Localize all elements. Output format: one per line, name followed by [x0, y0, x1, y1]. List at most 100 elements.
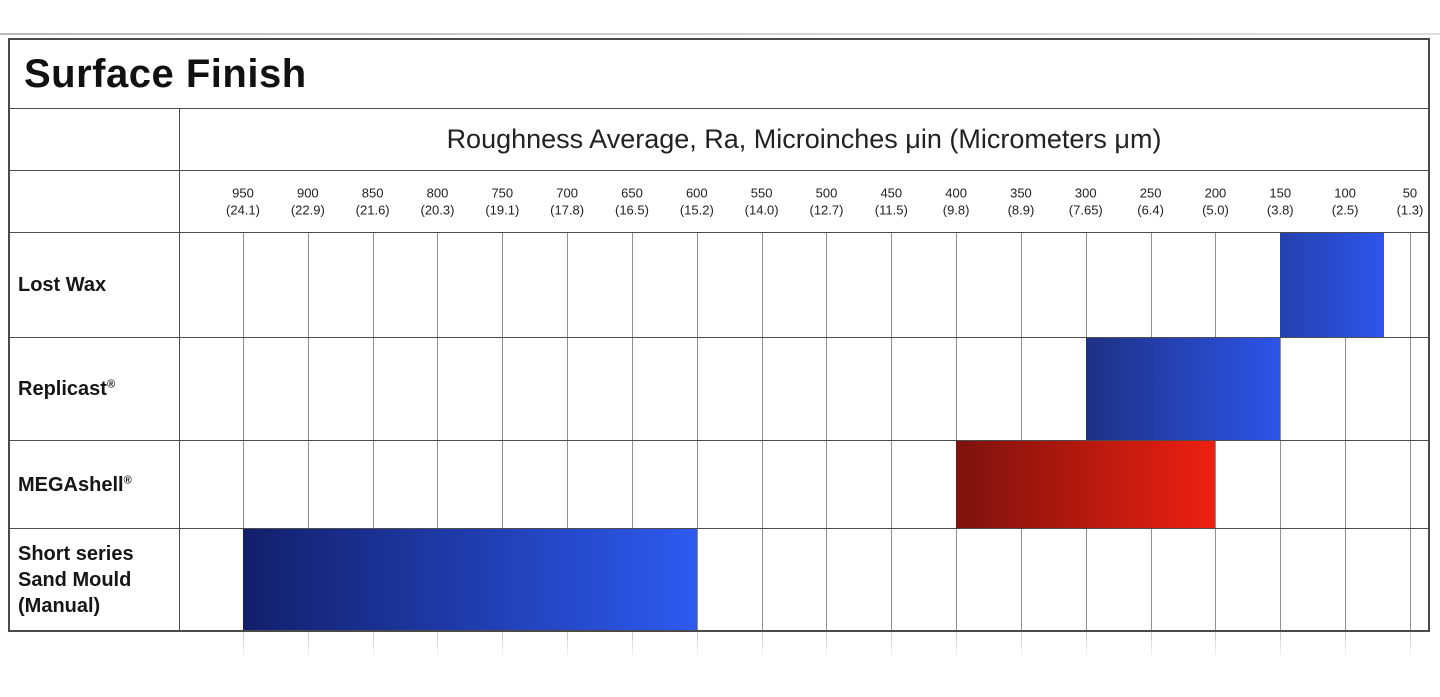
tick-label-100: 100 (2.5): [1331, 184, 1359, 218]
gridline: [891, 441, 893, 528]
gridline: [696, 529, 698, 630]
gridline: [891, 338, 893, 440]
gridline: [1280, 441, 1282, 528]
tick-label-700: 700 (17.8): [550, 184, 585, 218]
gridline: [826, 338, 828, 440]
row-label: Replicast®: [18, 378, 116, 400]
range-bar: [956, 441, 1216, 528]
tick-label-600: 600 (15.2): [679, 184, 714, 218]
gridline: [891, 529, 893, 630]
range-bar: [1280, 233, 1384, 337]
gridline: [437, 441, 439, 528]
tick-label-450: 450 (11.5): [874, 184, 908, 218]
gridline: [826, 529, 828, 630]
gridline: [243, 338, 244, 440]
gridline: [956, 529, 958, 630]
row-plot-area: [180, 338, 1428, 440]
gridline: [696, 233, 698, 337]
gridline-stub: [372, 632, 374, 659]
gridline: [1345, 529, 1347, 630]
tick-label-350: 350 (8.9): [1007, 184, 1035, 218]
gridline-stub: [1085, 632, 1087, 659]
gridline: [307, 338, 309, 440]
header-label-cell: [10, 109, 180, 170]
tick-label-50: 50 (1.3): [1396, 184, 1424, 218]
gridline-stub: [1020, 632, 1022, 659]
ticks-row: 950 (24.1) 900 (22.9) 850 (21.6) 800 (20.3) 750(…: [10, 170, 1428, 232]
gridline: [1150, 233, 1152, 337]
gridline-stub: [826, 632, 828, 659]
gridline: [502, 233, 504, 337]
gridline: [696, 441, 698, 528]
range-bar: [1085, 338, 1281, 440]
chart-title: Surface Finish: [24, 51, 307, 96]
data-row: Lost Wax: [10, 232, 1428, 337]
tick-label-300: 300 (7.65): [1068, 184, 1103, 218]
axis-header-row: Roughness Average, Ra, Microinches μin (…: [10, 108, 1428, 170]
row-label-cell: MEGAshell®: [10, 441, 180, 528]
axis-title-cell: Roughness Average, Ra, Microinches μin (…: [180, 109, 1428, 170]
registered-mark: ®: [106, 378, 116, 391]
row-label: Lost Wax: [18, 274, 107, 296]
gridline: [826, 233, 828, 337]
gridline-stub: [891, 632, 893, 659]
range-bar: [243, 529, 697, 630]
gridline: [1020, 233, 1022, 337]
tick-label-800: 800 (20.3): [420, 184, 455, 218]
gridline: [696, 338, 698, 440]
gridline: [567, 441, 569, 528]
gridline-stub: [1409, 632, 1411, 659]
gridline: [761, 338, 763, 440]
gridline-stub: [1150, 632, 1152, 659]
gridline: [502, 338, 504, 440]
row-plot-area: [180, 441, 1428, 528]
row-label: MEGAshell®: [18, 473, 132, 496]
tick-label-500: 500 (12.7): [809, 184, 844, 218]
gridline: [956, 233, 958, 337]
gridline: [372, 338, 374, 440]
chart-body: Lost Wax Replicast® MEGAshell® Short series…: [10, 232, 1428, 630]
gridline: [243, 441, 244, 528]
gridline: [1409, 441, 1411, 528]
data-row: MEGAshell®: [10, 440, 1428, 528]
gridline: [761, 529, 763, 630]
gridline: [243, 233, 244, 337]
tick-label-200: 200 (5.0): [1202, 184, 1229, 218]
gridline-stub: [1215, 632, 1217, 659]
gridline-stub: [696, 632, 698, 659]
gridline: [1409, 233, 1411, 337]
gridline: [1020, 529, 1022, 630]
gridline: [631, 441, 633, 528]
row-label-cell: Short series Sand Mould (Manual): [10, 529, 180, 630]
tick-label-650: 650 (16.5): [614, 184, 649, 218]
gridline: [761, 233, 763, 337]
tick-label-950: 950 (24.1): [226, 184, 260, 218]
gridline: [372, 233, 374, 337]
gridline: [891, 233, 893, 337]
row-plot-area: [180, 233, 1428, 337]
gridline: [1345, 441, 1347, 528]
gridline: [1085, 529, 1087, 630]
row-label-cell: Lost Wax: [10, 233, 180, 337]
decor-top-line: [0, 33, 1440, 35]
tick-label-150: 150 (3.8): [1266, 184, 1294, 218]
gridline: [1280, 338, 1282, 440]
gridline: [631, 233, 633, 337]
axis-title: Roughness Average, Ra, Microinches μin (…: [446, 124, 1162, 154]
gridline: [631, 338, 633, 440]
surface-finish-chart: Surface Finish Roughness Average, Ra, Mi…: [8, 38, 1430, 632]
tick-label-900: 900 (22.9): [290, 184, 325, 218]
gridline: [567, 338, 569, 440]
gridline: [1150, 529, 1152, 630]
gridline-stub: [437, 632, 439, 659]
data-row: Replicast®: [10, 337, 1428, 440]
grid-stubs-below-table: [180, 632, 1428, 659]
gridline: [437, 233, 439, 337]
data-row: Short series Sand Mould (Manual): [10, 528, 1428, 630]
gridline: [1345, 338, 1347, 440]
gridline: [1409, 529, 1411, 630]
gridline-stub: [1345, 632, 1347, 659]
gridline: [1409, 338, 1411, 440]
title-row: Surface Finish: [10, 40, 1428, 108]
